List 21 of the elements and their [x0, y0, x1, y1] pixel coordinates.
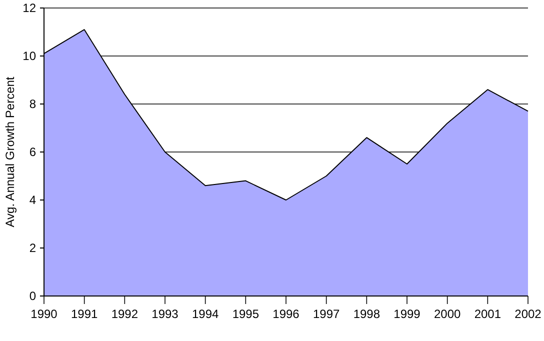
y-tick-label: 10 [22, 49, 36, 64]
y-tick-label: 4 [29, 193, 36, 208]
x-tick-label: 1990 [30, 307, 58, 321]
y-tick-label: 6 [29, 145, 36, 160]
x-tick-label: 1991 [70, 307, 98, 321]
x-tick-label: 2002 [514, 307, 542, 321]
x-tick-label: 2000 [434, 307, 462, 321]
y-tick-label: 12 [22, 1, 36, 16]
x-tick-label: 1992 [111, 307, 138, 321]
x-tick-label: 1999 [394, 307, 421, 321]
x-tick-label: 1997 [312, 307, 340, 321]
y-axis-title: Avg. Annual Growth Percent [3, 76, 17, 228]
x-tick-label: 1993 [152, 307, 179, 321]
x-tick-label: 1998 [353, 307, 380, 321]
y-tick-label: 0 [29, 289, 36, 304]
y-tick-label: 8 [29, 97, 36, 112]
y-tick-label: 2 [29, 241, 36, 256]
x-tick-label: 1994 [192, 307, 220, 321]
x-tick-label: 1996 [272, 307, 300, 321]
x-tick-label: 1995 [232, 307, 260, 321]
x-tick-label: 2001 [474, 307, 502, 321]
